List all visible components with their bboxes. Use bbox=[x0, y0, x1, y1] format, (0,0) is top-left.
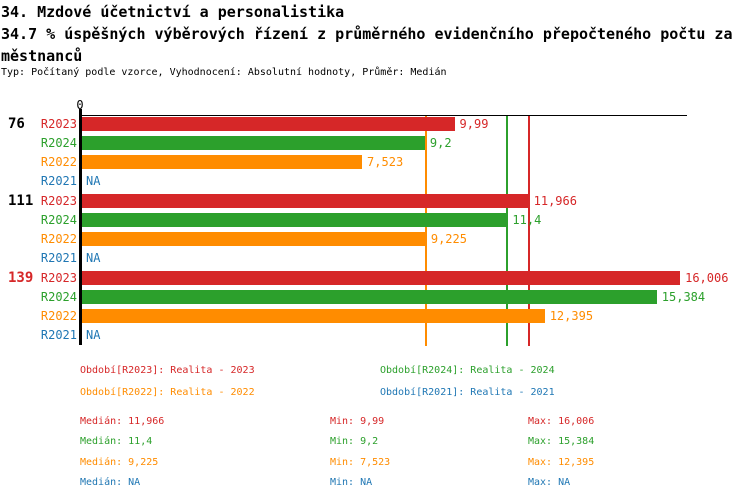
x-axis-line bbox=[80, 114, 687, 116]
series-label: R2024 bbox=[40, 212, 77, 227]
stat-median-R2023: Medián: 11,966 bbox=[80, 416, 165, 427]
page-subtitle-line2: městnanců bbox=[1, 47, 83, 65]
bar-value-label: 9,99 bbox=[459, 116, 489, 131]
page-title: 34. Mzdové účetnictví a personalistika bbox=[1, 3, 345, 21]
stat-min-R2024: Min: 9,2 bbox=[330, 436, 379, 448]
stat-median-R2022: Medián: 9,225 bbox=[80, 456, 159, 468]
stat-median-R2021: Medián: NA bbox=[80, 476, 141, 488]
bar-R2024 bbox=[82, 135, 425, 150]
bar-value-na-label: NA bbox=[86, 174, 101, 189]
bar-R2024 bbox=[82, 212, 508, 227]
bar-R2023 bbox=[82, 193, 529, 208]
bar-R2022 bbox=[82, 308, 545, 323]
series-label: R2024 bbox=[40, 135, 77, 150]
group-label: 139 bbox=[8, 269, 34, 286]
bar-value-label: 11,966 bbox=[533, 193, 577, 208]
legend-item-R2023: Období[R2023]: Realita - 2023 bbox=[80, 365, 255, 376]
series-label: R2022 bbox=[40, 154, 77, 169]
series-label: R2021 bbox=[40, 328, 77, 343]
series-label: R2021 bbox=[40, 251, 77, 266]
series-label: R2023 bbox=[40, 116, 77, 131]
bar-value-label: 9,2 bbox=[429, 135, 452, 150]
bar-value-label: 12,395 bbox=[549, 308, 594, 323]
bar-value-na-label: NA bbox=[86, 328, 101, 343]
chart-legend: Období[R2023]: Realita - 2023 Období[R202… bbox=[80, 360, 555, 404]
median-line-R2024 bbox=[506, 115, 509, 346]
series-label: R2022 bbox=[40, 308, 77, 323]
bar-value-label: 11,4 bbox=[512, 212, 542, 227]
legend-item-R2021: Období[R2021]: Realita - 2021 bbox=[380, 387, 555, 398]
series-label: R2023 bbox=[40, 270, 77, 285]
y-axis-line bbox=[79, 109, 82, 345]
stat-min-R2022: Min: 7,523 bbox=[330, 456, 391, 468]
bar-value-label: 9,225 bbox=[430, 231, 467, 246]
bar-value-na-label: NA bbox=[86, 251, 101, 266]
stat-max-R2023: Max: 16,006 bbox=[528, 416, 595, 427]
series-label: R2024 bbox=[40, 289, 77, 304]
stat-max-R2022: Max: 12,395 bbox=[528, 456, 595, 468]
bar-value-label: 15,384 bbox=[661, 289, 706, 304]
group-label: 76 bbox=[8, 115, 25, 132]
bar-value-label: 16,006 bbox=[685, 270, 729, 285]
stat-max-R2024: Max: 15,384 bbox=[528, 436, 595, 448]
median-line-R2022 bbox=[424, 115, 427, 346]
bar-R2022 bbox=[82, 231, 426, 246]
page-subtitle-line1: 34.7 % úspěšných výběrových řízení z prů… bbox=[1, 25, 733, 43]
chart-stats: Medián: 11,966 Min: 9,99 Max: 16,006 Medián… bbox=[80, 412, 594, 493]
bar-R2023 bbox=[82, 116, 455, 131]
median-line-R2023 bbox=[527, 115, 530, 346]
stat-min-R2021: Min: NA bbox=[330, 476, 373, 488]
stat-min-R2023: Min: 9,99 bbox=[330, 416, 385, 427]
stat-max-R2021: Max: NA bbox=[528, 476, 571, 488]
bar-R2024 bbox=[82, 289, 657, 304]
series-label: R2023 bbox=[40, 193, 77, 208]
legend-item-R2024: Období[R2024]: Realita - 2024 bbox=[380, 365, 555, 376]
series-label: R2022 bbox=[40, 231, 77, 246]
group-label: 111 bbox=[8, 192, 34, 209]
bar-R2022 bbox=[82, 154, 363, 169]
legend-item-R2022: Období[R2022]: Realita - 2022 bbox=[80, 387, 255, 398]
bar-R2023 bbox=[82, 270, 681, 285]
bar-value-label: 7,523 bbox=[367, 154, 404, 169]
stat-median-R2024: Medián: 11,4 bbox=[80, 436, 153, 448]
x-tick-label-zero: 0 bbox=[76, 98, 84, 112]
chart-meta-info: Typ: Počítaný podle vzorce, Vyhodnocení:… bbox=[1, 67, 447, 78]
series-label: R2021 bbox=[40, 174, 77, 189]
